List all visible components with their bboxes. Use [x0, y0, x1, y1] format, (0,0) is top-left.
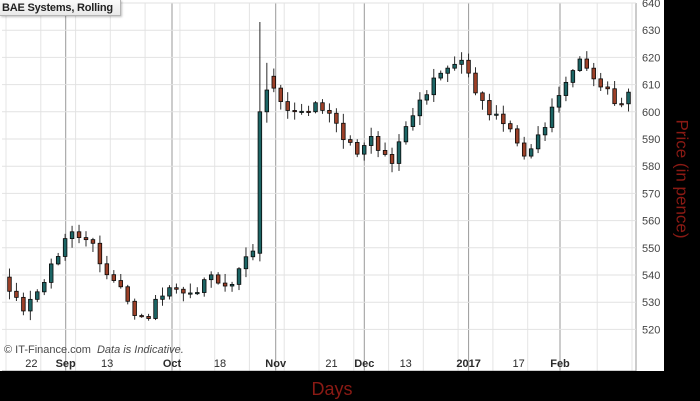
- svg-text:640: 640: [642, 0, 660, 10]
- svg-text:590: 590: [642, 134, 660, 146]
- svg-text:630: 630: [642, 25, 660, 37]
- svg-text:610: 610: [642, 80, 660, 92]
- svg-text:520: 520: [642, 324, 660, 336]
- svg-text:570: 570: [642, 188, 660, 200]
- svg-text:580: 580: [642, 161, 660, 173]
- svg-text:560: 560: [642, 216, 660, 228]
- svg-text:620: 620: [642, 52, 660, 64]
- svg-text:540: 540: [642, 270, 660, 282]
- svg-text:530: 530: [642, 297, 660, 309]
- svg-text:600: 600: [642, 107, 660, 119]
- svg-text:550: 550: [642, 243, 660, 255]
